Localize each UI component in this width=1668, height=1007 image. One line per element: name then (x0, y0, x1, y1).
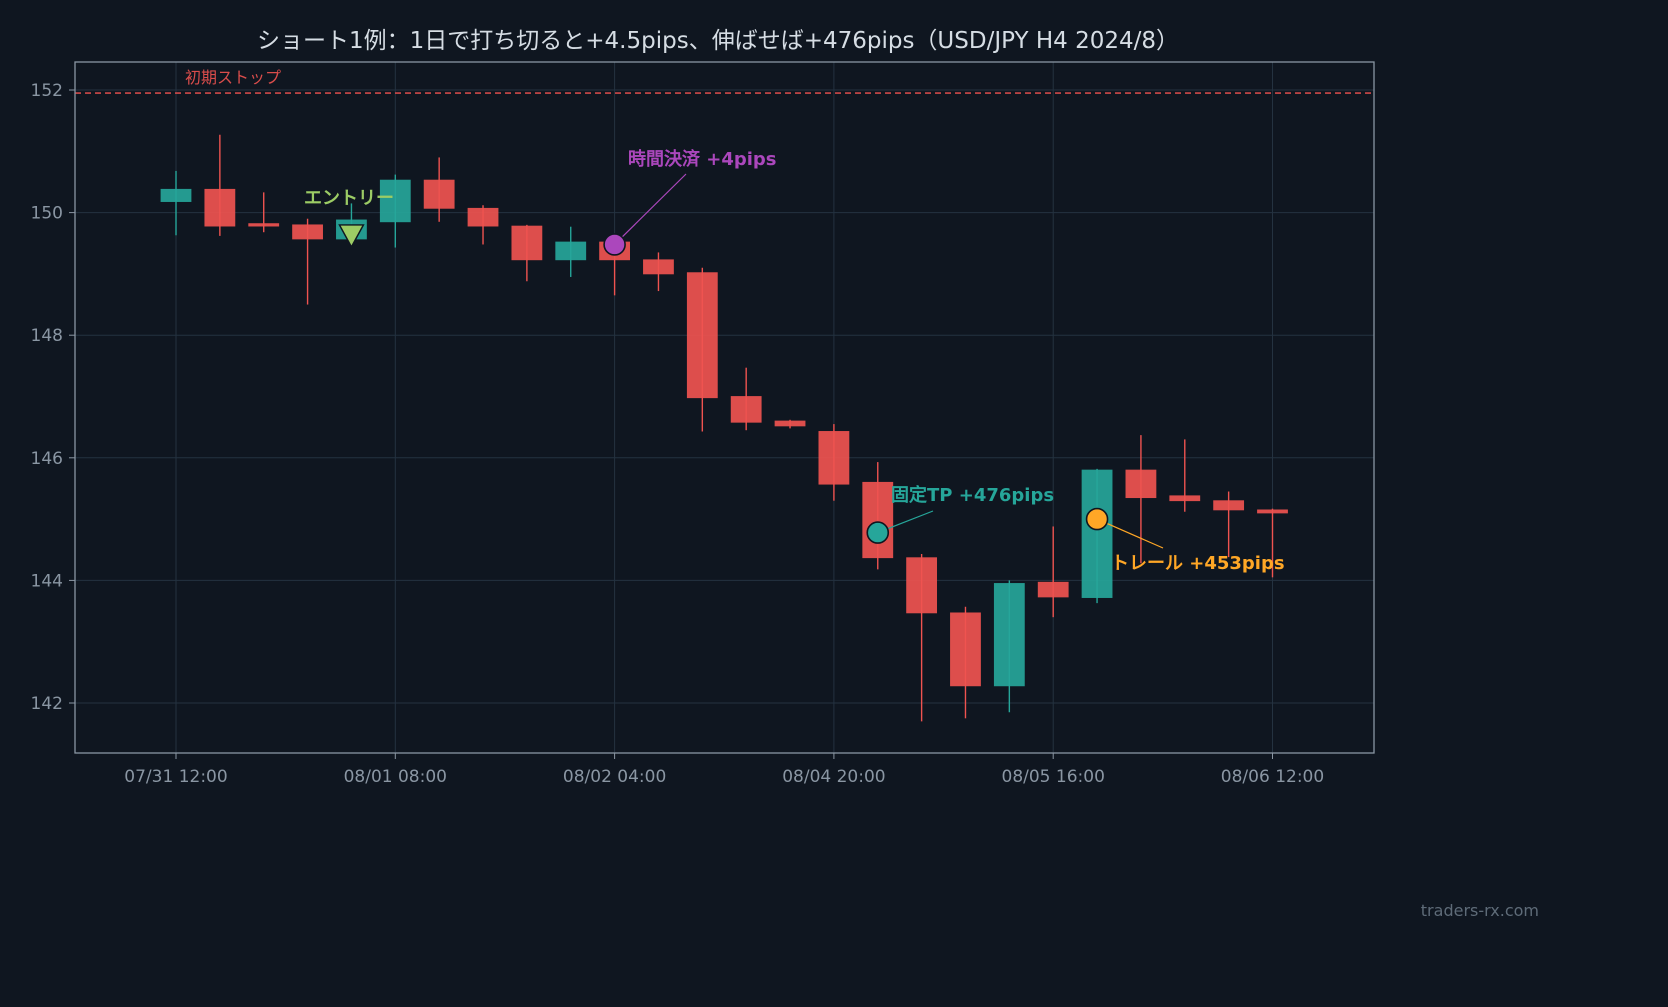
candle (1169, 439, 1201, 512)
trail-leader-line (1096, 518, 1164, 549)
candle (818, 424, 850, 501)
x-tick-label: 07/31 12:00 (124, 767, 227, 787)
candle (1037, 526, 1069, 618)
candle (248, 192, 280, 233)
chart-title: ショート1例：1日で打ち切ると+4.5pips、伸ばせば+476pips（USD… (257, 28, 1179, 54)
candle (686, 267, 718, 432)
candle (906, 554, 938, 722)
trail-label: トレール +453pips (1111, 553, 1285, 574)
candle (862, 462, 894, 570)
stop-line-label: 初期ストップ (185, 68, 281, 87)
x-tick-label: 08/05 16:00 (1002, 767, 1105, 787)
candle-body (204, 188, 236, 227)
x-tick-label: 08/01 08:00 (344, 767, 447, 787)
candle (379, 174, 411, 248)
y-tick-label: 150 (31, 204, 63, 224)
candlestick-chart: 142 144 146 148 150 152 07/31 12:00 08/01 08:00… (31, 28, 1539, 920)
y-tick-label: 146 (31, 449, 63, 469)
annotation-layer: エントリー 時間決済 +4pips 固定TP +476pips トレール +453pi… (304, 148, 1285, 574)
candle (1125, 435, 1157, 564)
candle-body (1213, 500, 1245, 511)
candle-body (643, 259, 674, 275)
candle-body (423, 179, 455, 209)
x-tick-label: 08/02 04:00 (563, 767, 666, 787)
candle-body (555, 241, 587, 261)
candle-body (1037, 581, 1069, 598)
candle-body (1169, 495, 1201, 502)
x-tick-label: 08/06 12:00 (1221, 767, 1324, 787)
candle-body (1125, 469, 1157, 499)
candle-body (730, 396, 762, 423)
candle (643, 252, 674, 292)
candle-body (1257, 509, 1288, 514)
candle-body (292, 224, 323, 240)
candle-body (160, 188, 192, 202)
candle (1081, 468, 1113, 604)
watermark: traders-rx.com (1421, 901, 1539, 920)
y-tick-label: 142 (31, 694, 63, 714)
y-tick-label: 148 (31, 326, 63, 346)
candle (292, 218, 323, 305)
candle-body (379, 179, 411, 223)
time-exit-label: 時間決済 +4pips (628, 148, 777, 170)
candle (160, 170, 192, 236)
candle (423, 157, 455, 222)
y-tick-label: 144 (31, 571, 63, 591)
candle (555, 226, 587, 277)
candle (993, 580, 1025, 713)
time-exit-marker (603, 233, 626, 256)
candle (950, 606, 981, 719)
plot-frame (74, 61, 1375, 754)
candle-body (818, 431, 850, 485)
axes-layer: 142 144 146 148 150 152 07/31 12:00 08/01 08:00… (31, 81, 1325, 787)
candle-body (950, 612, 981, 687)
trail-marker (1085, 507, 1109, 531)
fixed-tp-marker (866, 521, 890, 544)
candle (467, 205, 499, 245)
candle-body (467, 207, 499, 227)
candle-body (1081, 469, 1113, 598)
candle-body (774, 420, 806, 427)
candle-body (906, 557, 938, 614)
grid-layer (75, 62, 1374, 753)
candle (511, 224, 543, 282)
candle-body (862, 481, 894, 559)
candle-body (511, 225, 543, 261)
candle-body (686, 272, 718, 399)
candle (774, 419, 806, 429)
candle (1213, 491, 1245, 558)
x-tick-label: 08/04 20:00 (782, 767, 885, 787)
y-tick-label: 152 (31, 81, 63, 101)
candle (730, 367, 762, 431)
candle-layer (160, 134, 1288, 722)
chart-container: 142 144 146 148 150 152 07/31 12:00 08/01 08:00… (31, 28, 1539, 920)
candle (204, 134, 236, 236)
candle-body (993, 583, 1025, 687)
candle-body (248, 223, 280, 227)
candle (1257, 508, 1288, 578)
entry-label: エントリー (304, 188, 394, 209)
time-exit-leader-line (614, 173, 687, 245)
entry-marker (338, 224, 365, 249)
stop-layer: 初期ストップ (75, 68, 1374, 94)
fixed-tp-label: 固定TP +476pips (891, 484, 1054, 506)
